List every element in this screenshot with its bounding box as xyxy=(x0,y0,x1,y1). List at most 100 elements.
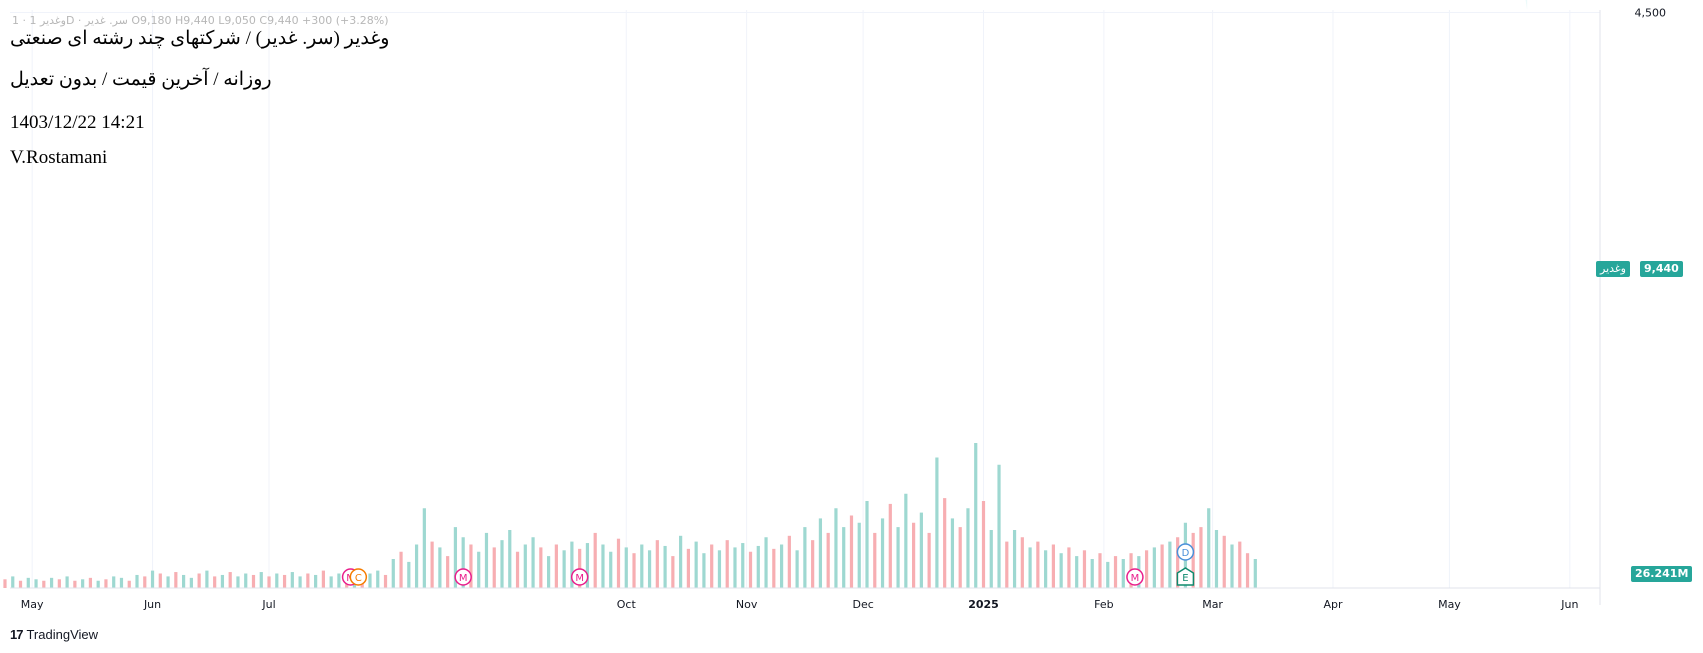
volume-bar-187 xyxy=(1144,550,1149,588)
volume-bar-138 xyxy=(764,537,768,588)
volume-bar-75 xyxy=(275,573,279,588)
price-axis[interactable]: 4,500 xyxy=(1635,7,1667,20)
volume-bar-167 xyxy=(989,530,993,588)
volume-bar-147 xyxy=(834,508,838,588)
volume-bar-57 xyxy=(135,574,139,588)
volume-bar-128 xyxy=(686,548,690,588)
volume-bar-64 xyxy=(189,577,193,588)
volume-bar-141 xyxy=(787,535,791,588)
volume-bars xyxy=(3,443,1257,588)
volume-bar-144 xyxy=(811,540,815,588)
volume-bar-133 xyxy=(725,540,729,588)
volume-bar-54 xyxy=(112,576,116,588)
volume-bar-129 xyxy=(694,541,698,588)
volume-bar-184 xyxy=(1121,559,1125,588)
event-label-5: M xyxy=(459,573,468,584)
timestamp-text: 1403/12/22 14:21 xyxy=(10,112,145,133)
volume-bar-140 xyxy=(779,544,784,588)
x-tick-label-2: May xyxy=(21,598,44,611)
volume-bar-118 xyxy=(609,551,613,588)
event-shape-8 xyxy=(1176,543,1195,561)
volume-bar-69 xyxy=(228,572,232,588)
volume-bar-82 xyxy=(329,576,333,588)
volume-bar-111 xyxy=(554,544,558,588)
volume-bar-152 xyxy=(873,532,877,588)
event-shape-4 xyxy=(349,568,368,586)
x-tick-label-8: 2025 xyxy=(968,598,999,611)
volume-bar-112 xyxy=(562,550,566,588)
volume-bar-59 xyxy=(150,570,155,588)
event-label-6: M xyxy=(575,573,584,584)
volume-bar-46 xyxy=(49,577,54,588)
volume-bar-150 xyxy=(857,522,861,588)
event-shape-9 xyxy=(1176,567,1195,586)
volume-bar-131 xyxy=(710,544,714,588)
x-tick-label-7: Dec xyxy=(852,598,873,611)
volume-bar-201 xyxy=(1253,559,1257,588)
volume-bar-58 xyxy=(143,576,147,588)
volume-bar-97 xyxy=(446,556,450,588)
volume-bar-93 xyxy=(414,544,419,588)
volume-bar-109 xyxy=(539,547,543,588)
volume-bar-159 xyxy=(927,532,931,588)
volume-bar-193 xyxy=(1191,532,1195,588)
volume-bar-163 xyxy=(958,527,962,588)
volume-bar-143 xyxy=(803,527,807,588)
volume-bar-199 xyxy=(1238,541,1242,588)
volume-bar-88 xyxy=(376,570,380,588)
volume-bar-171 xyxy=(1020,537,1024,588)
volume-bar-110 xyxy=(547,556,551,588)
volume-bar-165 xyxy=(974,443,978,588)
volume-bar-107 xyxy=(523,544,527,588)
volume-bar-121 xyxy=(632,553,636,588)
volume-bar-61 xyxy=(166,576,170,588)
volume-bar-45 xyxy=(42,580,46,588)
volume-bar-50 xyxy=(81,579,85,588)
event-label-8: D xyxy=(1182,548,1190,559)
volume-bar-106 xyxy=(515,551,520,588)
volume-bar-155 xyxy=(896,527,900,588)
volume-bar-94 xyxy=(422,508,426,588)
volume-bar-62 xyxy=(174,572,178,588)
volume-bar-99 xyxy=(461,537,465,588)
volume-bar-126 xyxy=(671,556,675,588)
volume-bar-169 xyxy=(1005,541,1009,588)
volume-bar-63 xyxy=(182,574,186,588)
event-marker-m-7: M xyxy=(1126,568,1144,586)
volume-bar-198 xyxy=(1230,544,1234,588)
volume-bar-189 xyxy=(1160,544,1164,588)
volume-bar-177 xyxy=(1067,547,1071,588)
channel-fill xyxy=(1525,0,1528,10)
x-tick-label-4: Jul xyxy=(261,598,275,611)
volume-bar-117 xyxy=(601,544,605,588)
volume-bar-72 xyxy=(251,574,256,588)
volume-bar-125 xyxy=(663,545,667,588)
event-marker-m-6: M xyxy=(570,568,589,586)
volume-bar-196 xyxy=(1214,530,1219,588)
x-tick-label-6: Nov xyxy=(736,598,758,611)
event-marker-c-4: C xyxy=(349,568,368,586)
event-shape-5 xyxy=(454,568,472,586)
volume-bar-56 xyxy=(127,580,131,588)
volume-bar-178 xyxy=(1075,556,1079,588)
volume-bar-124 xyxy=(655,540,659,588)
volume-bar-90 xyxy=(391,559,395,588)
volume-bar-102 xyxy=(484,532,489,588)
volume-bar-47 xyxy=(57,579,61,588)
volume-bar-176 xyxy=(1059,553,1063,588)
volume-bar-195 xyxy=(1207,508,1211,588)
volume-bar-158 xyxy=(919,512,923,588)
volume-bar-115 xyxy=(585,543,590,588)
volume-bar-100 xyxy=(469,544,473,588)
time-axis[interactable]: MarAprMayJunJulOctNovDec2025FebMarAprMay… xyxy=(0,598,1579,611)
tradingview-logo[interactable]: 17 TradingView xyxy=(10,627,98,642)
volume-bar-170 xyxy=(1012,530,1017,588)
event-label-4: C xyxy=(355,573,362,584)
volume-bar-137 xyxy=(756,545,760,588)
volume-bar-78 xyxy=(298,576,302,588)
volume-bar-162 xyxy=(950,518,955,588)
volume-bar-188 xyxy=(1152,547,1156,588)
volume-bar-174 xyxy=(1044,550,1048,588)
event-markers: MDMMCMMMDE xyxy=(341,543,1195,586)
